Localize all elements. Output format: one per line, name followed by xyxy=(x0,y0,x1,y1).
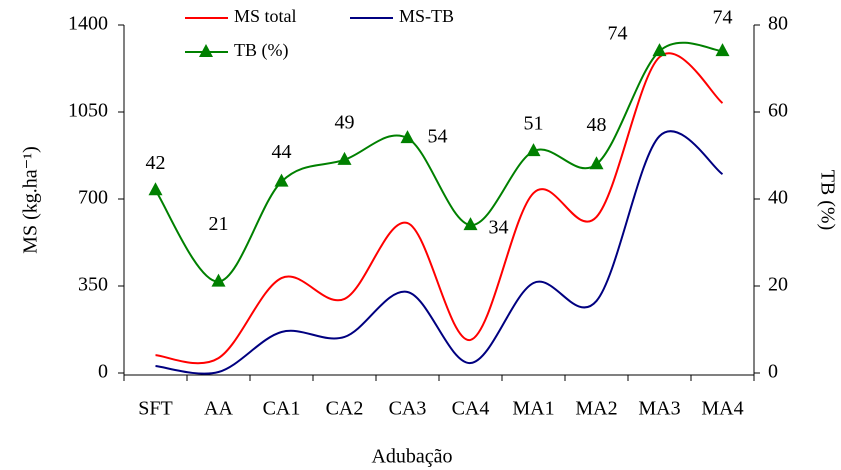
point-marker xyxy=(337,151,352,165)
x-tick-label: CA3 xyxy=(389,398,427,420)
y-tick-label: 1050 xyxy=(68,100,108,122)
x-tick-label: MA1 xyxy=(512,398,554,420)
y2-tick-label: 80 xyxy=(768,13,788,35)
data-label: 34 xyxy=(489,217,509,239)
data-label: 74 xyxy=(713,7,733,29)
data-label: 54 xyxy=(428,126,448,148)
x-tick-label: AA xyxy=(204,398,233,420)
data-label: 44 xyxy=(272,141,292,163)
x-tick-label: CA1 xyxy=(263,398,301,420)
y2-tick-label: 0 xyxy=(768,361,778,383)
y2-axis-label: TB (%) xyxy=(816,170,838,231)
x-axis-label: Adubação xyxy=(371,446,452,468)
y-axis-label: MS (kg.ha⁻¹) xyxy=(20,146,42,254)
series-line xyxy=(155,130,724,375)
y-tick-label: 0 xyxy=(98,361,108,383)
point-marker xyxy=(652,43,667,57)
point-marker xyxy=(400,130,415,144)
series-line xyxy=(155,52,724,365)
x-tick-label: MA2 xyxy=(575,398,617,420)
point-marker xyxy=(274,173,289,187)
legend-label: MS total xyxy=(234,6,297,26)
y2-tick-label: 20 xyxy=(768,274,788,296)
point-marker xyxy=(211,273,226,287)
y2-tick-label: 60 xyxy=(768,100,788,122)
y-tick-label: 350 xyxy=(78,274,108,296)
x-tick-label: CA2 xyxy=(326,398,364,420)
point-marker xyxy=(463,217,478,231)
x-tick-label: CA4 xyxy=(452,398,490,420)
y2-tick-label: 40 xyxy=(768,187,788,209)
point-marker xyxy=(148,182,163,196)
legend-label: MS-TB xyxy=(399,6,454,26)
point-marker xyxy=(589,156,604,170)
series-line xyxy=(154,41,723,283)
data-label: 21 xyxy=(209,213,229,235)
point-marker xyxy=(526,143,541,157)
data-label: 51 xyxy=(524,113,544,135)
data-label: 49 xyxy=(335,111,355,133)
data-label: 74 xyxy=(608,23,628,45)
x-tick-label: SFT xyxy=(138,398,172,420)
x-tick-label: MA3 xyxy=(638,398,680,420)
legend-marker xyxy=(199,44,213,57)
data-label: 48 xyxy=(587,114,607,136)
y-tick-label: 1400 xyxy=(68,13,108,35)
legend-label: TB (%) xyxy=(234,40,288,61)
x-tick-label: MA4 xyxy=(701,398,743,420)
data-label: 42 xyxy=(146,152,166,174)
point-marker xyxy=(715,43,730,57)
y-tick-label: 700 xyxy=(78,187,108,209)
